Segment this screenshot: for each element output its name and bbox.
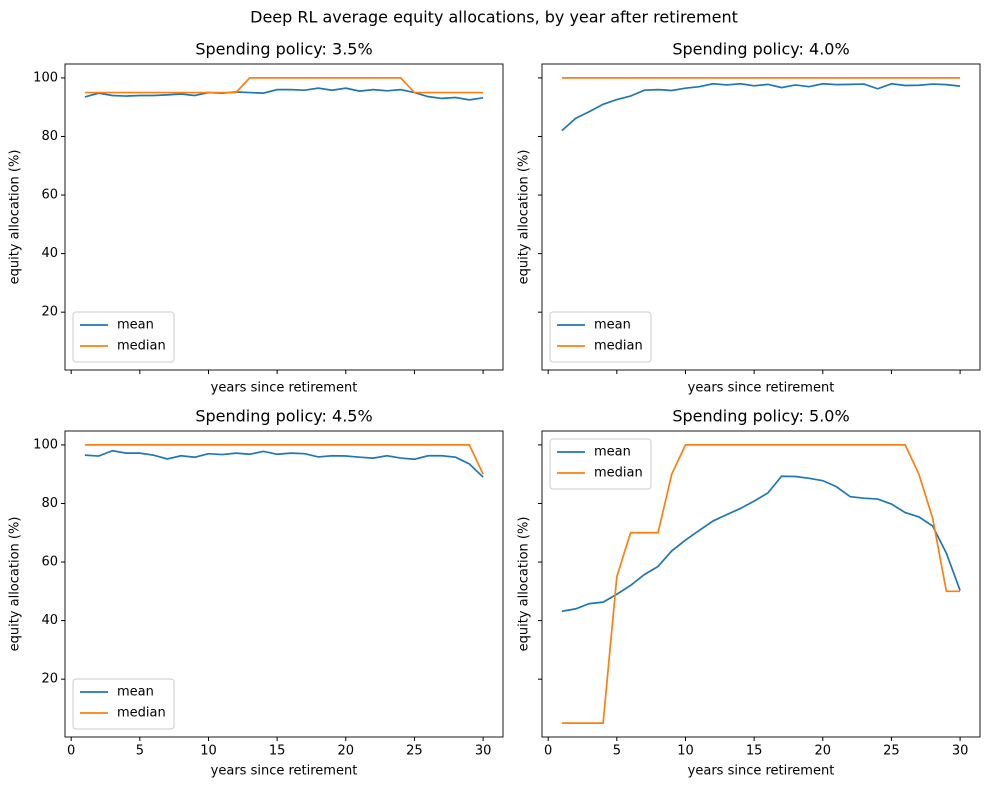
legend-label: median <box>594 339 643 354</box>
legend-label: median <box>594 466 643 481</box>
x-tick-label: 15 <box>746 744 763 759</box>
legend-label: median <box>117 706 166 721</box>
y-axis-label: equity allocation (%) <box>517 150 532 285</box>
data-line <box>84 444 484 475</box>
y-tick-label: 40 <box>41 246 58 261</box>
y-axis-label: equity allocation (%) <box>8 517 23 652</box>
y-tick-label: 40 <box>41 613 58 628</box>
data-line <box>561 444 961 724</box>
x-tick-label: 30 <box>952 744 969 759</box>
axes-frame <box>541 63 981 371</box>
data-line <box>561 475 961 613</box>
x-tick-label: 20 <box>815 744 832 759</box>
data-line <box>84 87 484 101</box>
y-tick-label: 20 <box>41 672 58 687</box>
data-line <box>84 77 484 94</box>
subplot-title: Spending policy: 5.0% <box>672 407 849 426</box>
legend-label: mean <box>117 685 154 700</box>
x-tick-label: 5 <box>136 744 144 759</box>
axes-frame <box>541 430 981 738</box>
data-line <box>561 82 961 132</box>
data-line <box>84 449 484 478</box>
subplot-title: Spending policy: 3.5% <box>195 40 372 59</box>
x-tick-label: 25 <box>883 744 900 759</box>
x-axis-label: years since retirement <box>688 381 835 396</box>
subplot-title: Spending policy: 4.5% <box>195 407 372 426</box>
y-tick-label: 60 <box>41 188 58 203</box>
y-tick-label: 100 <box>33 70 58 85</box>
legend-label: median <box>117 339 166 354</box>
y-tick-label: 100 <box>33 437 58 452</box>
y-tick-label: 60 <box>41 555 58 570</box>
x-axis-label: years since retirement <box>211 764 358 779</box>
figure-title: Deep RL average equity allocations, by y… <box>250 8 738 27</box>
x-tick-label: 30 <box>475 744 492 759</box>
axes-frame <box>64 63 504 371</box>
x-axis-label: years since retirement <box>211 381 358 396</box>
legend-label: mean <box>594 318 631 333</box>
legend-label: mean <box>117 318 154 333</box>
x-tick-label: 10 <box>200 744 217 759</box>
y-axis-label: equity allocation (%) <box>517 517 532 652</box>
x-tick-label: 25 <box>406 744 423 759</box>
x-tick-label: 15 <box>269 744 286 759</box>
x-tick-label: 5 <box>613 744 621 759</box>
x-tick-label: 20 <box>338 744 355 759</box>
y-tick-label: 80 <box>41 129 58 144</box>
axes-frame <box>64 430 504 738</box>
x-tick-label: 10 <box>677 744 694 759</box>
y-tick-label: 20 <box>41 305 58 320</box>
legend-label: mean <box>594 445 631 460</box>
y-axis-label: equity allocation (%) <box>8 150 23 285</box>
y-tick-label: 80 <box>41 496 58 511</box>
subplot-title: Spending policy: 4.0% <box>672 40 849 59</box>
x-tick-label: 0 <box>67 744 75 759</box>
x-tick-label: 0 <box>544 744 552 759</box>
x-axis-label: years since retirement <box>688 764 835 779</box>
